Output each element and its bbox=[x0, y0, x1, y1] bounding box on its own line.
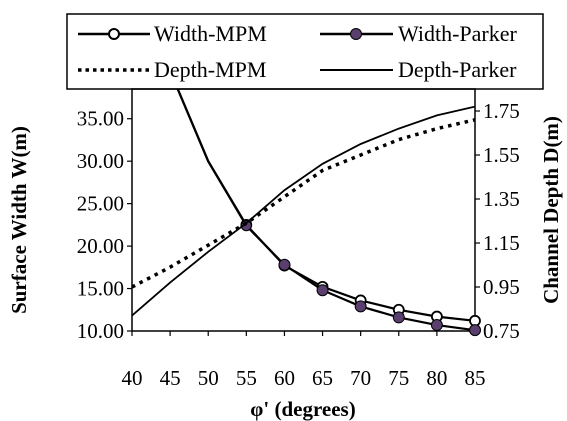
x-axis-title: φ' (degrees) bbox=[250, 397, 355, 421]
legend-marker-width-mpm bbox=[108, 28, 120, 40]
y-right-tick-label-0-75: 0.75 bbox=[483, 319, 520, 343]
x-tick-label-65: 65 bbox=[312, 366, 333, 390]
legend-frame bbox=[66, 13, 544, 90]
data-point-width-parker-70 bbox=[354, 300, 367, 313]
y-right-axis: 0.75 0.95 1.15 1.35 1.55 1.75 bbox=[475, 99, 520, 343]
y-right-tick-label-0-95: 0.95 bbox=[483, 275, 520, 299]
y-left-axis-title: Surface Width W(m) bbox=[7, 126, 31, 314]
x-tick-label-80: 80 bbox=[426, 366, 447, 390]
plot-area bbox=[131, 88, 476, 332]
legend-label-depth-parker: Depth-Parker bbox=[398, 57, 517, 82]
legend-marker-width-parker bbox=[350, 28, 362, 40]
x-axis: 40 45 50 55 60 65 70 75 80 85 bbox=[122, 331, 486, 390]
legend: Width-MPM Width-Parker Depth-MPM Depth-P… bbox=[66, 13, 544, 90]
legend-entry-width-mpm: Width-MPM bbox=[78, 21, 267, 46]
y-left-axis: 10.00 15.00 20.00 25.00 30.00 35.00 bbox=[77, 107, 132, 343]
y-left-tick-label-25-00: 25.00 bbox=[77, 192, 124, 216]
legend-label-width-parker: Width-Parker bbox=[398, 21, 518, 46]
legend-entry-depth-parker: Depth-Parker bbox=[320, 57, 517, 82]
y-right-tick-label-1-75: 1.75 bbox=[483, 99, 520, 123]
y-right-tick-label-1-35: 1.35 bbox=[483, 187, 520, 211]
y-left-tick-label-15-00: 15.00 bbox=[77, 277, 124, 301]
data-point-width-parker-80 bbox=[430, 319, 443, 332]
legend-entry-depth-mpm: Depth-MPM bbox=[78, 57, 266, 82]
data-point-width-parker-65 bbox=[316, 284, 329, 297]
x-tick-label-55: 55 bbox=[236, 366, 257, 390]
x-tick-label-60: 60 bbox=[274, 366, 295, 390]
y-left-tick-label-10-00: 10.00 bbox=[77, 319, 124, 343]
y-right-axis-title: Channel Depth D(m) bbox=[539, 116, 563, 304]
series-line-depth-parker bbox=[132, 105, 475, 317]
data-point-width-parker-60 bbox=[278, 258, 291, 271]
data-point-width-parker-75 bbox=[392, 311, 405, 324]
data-point-width-parker-85 bbox=[469, 324, 481, 337]
x-tick-label-70: 70 bbox=[350, 366, 371, 390]
x-tick-label-50: 50 bbox=[198, 366, 219, 390]
x-tick-label-85: 85 bbox=[465, 366, 486, 390]
y-left-tick-label-30-00: 30.00 bbox=[77, 149, 124, 173]
legend-label-depth-mpm: Depth-MPM bbox=[154, 57, 266, 82]
x-tick-label-45: 45 bbox=[160, 366, 181, 390]
legend-label-width-mpm: Width-MPM bbox=[154, 21, 267, 46]
x-tick-label-75: 75 bbox=[388, 366, 409, 390]
x-tick-label-40: 40 bbox=[122, 366, 143, 390]
legend-entry-width-parker: Width-Parker bbox=[320, 21, 518, 46]
series-line-depth-mpm bbox=[132, 118, 475, 289]
y-left-tick-label-35-00: 35.00 bbox=[77, 107, 124, 131]
y-left-tick-label-20-00: 20.00 bbox=[77, 234, 124, 258]
plot-series bbox=[132, 89, 481, 337]
y-right-tick-label-1-15: 1.15 bbox=[483, 231, 520, 255]
y-right-tick-label-1-55: 1.55 bbox=[483, 143, 520, 167]
